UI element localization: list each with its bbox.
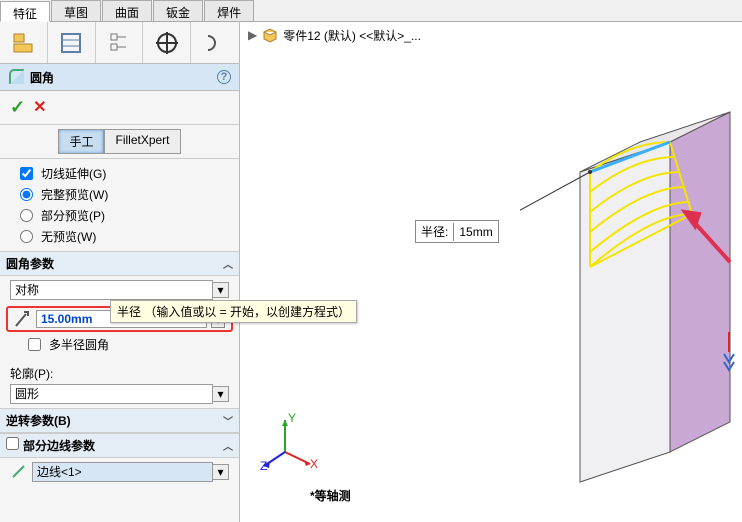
dimxpert-tab-icon[interactable] bbox=[143, 22, 191, 63]
symmetry-value: 对称 bbox=[10, 280, 213, 300]
radius-tooltip: 半径 （输入值或以 = 开始，以创建方程式） bbox=[110, 300, 357, 323]
tangent-extend-checkbox[interactable] bbox=[20, 167, 33, 180]
partial-edge-header[interactable]: 部分边线参数 ︿ bbox=[0, 433, 239, 458]
feature-tabs: 特征 草图 曲面 钣金 焊件 bbox=[0, 0, 742, 22]
partial-edge-checkbox[interactable] bbox=[6, 437, 19, 450]
edge-value: 边线<1> bbox=[32, 462, 213, 482]
tab-sketch[interactable]: 草图 bbox=[51, 0, 101, 21]
edge-icon bbox=[10, 463, 28, 481]
preview-options: 切线延伸(G) 完整预览(W) 部分预览(P) 无预览(W) bbox=[0, 159, 239, 251]
panel-tab-row bbox=[0, 22, 239, 64]
partial-preview-radio[interactable] bbox=[20, 209, 33, 222]
property-tab-icon[interactable] bbox=[48, 22, 96, 63]
view-orientation-label: *等轴测 bbox=[310, 487, 351, 504]
confirm-row: ✓ ✕ bbox=[0, 91, 239, 125]
multi-radius-checkbox[interactable] bbox=[28, 338, 41, 351]
multi-radius-label: 多半径圆角 bbox=[49, 336, 109, 353]
orientation-triad[interactable]: Y X Z bbox=[260, 412, 320, 472]
tab-surface[interactable]: 曲面 bbox=[102, 0, 152, 21]
profile-value: 圆形 bbox=[10, 384, 213, 404]
chevron-up-icon: ︿ bbox=[223, 256, 233, 271]
graphics-viewport[interactable]: ▶ 零件12 (默认) <<默认>_... bbox=[240, 22, 742, 522]
full-preview-radio[interactable] bbox=[20, 188, 33, 201]
svg-text:Y: Y bbox=[288, 412, 296, 425]
dimension-value: 15mm bbox=[453, 223, 497, 241]
reverse-params-header[interactable]: 逆转参数(B)﹀ bbox=[0, 408, 239, 433]
ok-button[interactable]: ✓ bbox=[10, 97, 25, 118]
origin-marker bbox=[720, 332, 738, 372]
model-name: 零件12 (默认) <<默认>_... bbox=[283, 27, 421, 44]
chevron-down-icon: ﹀ bbox=[223, 413, 233, 428]
model-breadcrumb[interactable]: ▶ 零件12 (默认) <<默认>_... bbox=[248, 26, 421, 44]
full-preview-label: 完整预览(W) bbox=[41, 186, 108, 203]
mode-manual[interactable]: 手工 bbox=[58, 129, 104, 154]
tangent-extend-label: 切线延伸(G) bbox=[41, 165, 106, 182]
feature-manager-panel: 圆角 ? ✓ ✕ 手工 FilletXpert 切线延伸(G) 完整预览(W) … bbox=[0, 22, 240, 522]
partial-preview-label: 部分预览(P) bbox=[41, 207, 105, 224]
dimension-label: 半径: bbox=[416, 221, 453, 242]
config-tab-icon[interactable] bbox=[96, 22, 144, 63]
dimension-flag[interactable]: 半径: 15mm bbox=[415, 220, 499, 243]
feature-tree-tab-icon[interactable] bbox=[0, 22, 48, 63]
fillet-params-header[interactable]: 圆角参数︿ bbox=[0, 251, 239, 276]
overflow-tab-icon[interactable] bbox=[191, 22, 239, 63]
model-3d[interactable] bbox=[520, 102, 742, 502]
feature-title-row: 圆角 ? bbox=[0, 64, 239, 91]
tab-feature[interactable]: 特征 bbox=[0, 1, 50, 22]
no-preview-radio[interactable] bbox=[20, 230, 33, 243]
cancel-button[interactable]: ✕ bbox=[33, 97, 46, 118]
fillet-icon bbox=[8, 68, 26, 86]
svg-text:X: X bbox=[310, 457, 318, 471]
tab-sheetmetal[interactable]: 钣金 bbox=[153, 0, 203, 21]
breadcrumb-arrow-icon: ▶ bbox=[248, 28, 257, 42]
help-icon[interactable]: ? bbox=[217, 70, 231, 84]
tab-weldment[interactable]: 焊件 bbox=[204, 0, 254, 21]
mode-tabs: 手工 FilletXpert bbox=[0, 125, 239, 159]
profile-label: 轮廓(P): bbox=[10, 365, 229, 382]
profile-dropdown[interactable]: 圆形▾ bbox=[10, 384, 229, 404]
feature-title: 圆角 bbox=[30, 69, 217, 86]
part-icon bbox=[261, 26, 279, 44]
symmetry-dropdown[interactable]: 对称▾ bbox=[10, 280, 229, 300]
chevron-up-icon: ︿ bbox=[223, 438, 233, 453]
edge-select[interactable]: 边线<1>▾ bbox=[10, 462, 229, 482]
radius-icon bbox=[14, 310, 32, 328]
mode-filletxpert[interactable]: FilletXpert bbox=[104, 129, 180, 154]
no-preview-label: 无预览(W) bbox=[41, 228, 96, 245]
